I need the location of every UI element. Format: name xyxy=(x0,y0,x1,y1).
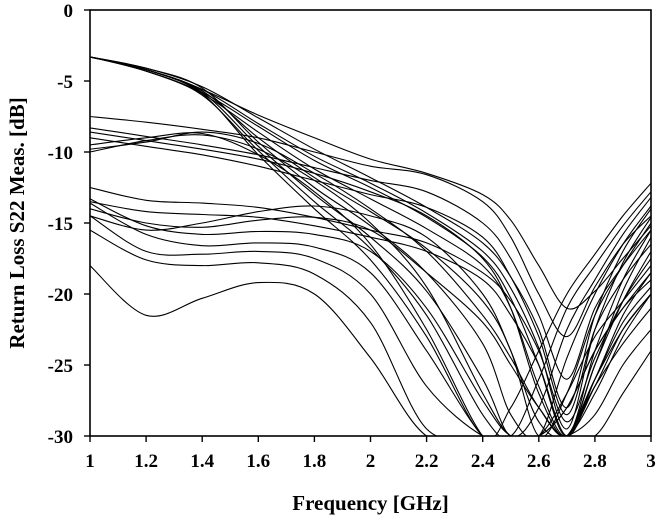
series-line-5 xyxy=(90,56,651,436)
series-line-11 xyxy=(90,127,651,380)
series-line-6 xyxy=(90,56,651,436)
y-tick-label: -25 xyxy=(48,356,73,377)
x-tick-label: 1.4 xyxy=(190,451,214,472)
series-line-9 xyxy=(90,56,651,436)
series-line-21 xyxy=(90,215,651,436)
series-line-26 xyxy=(90,205,651,436)
series-line-25 xyxy=(90,131,651,436)
x-tick-label: 2.4 xyxy=(471,451,495,472)
axis-ticks xyxy=(84,9,652,442)
series-line-24 xyxy=(90,56,651,310)
x-tick-label: 1.6 xyxy=(246,451,270,472)
series-line-20 xyxy=(90,202,651,436)
x-tick-label: 1 xyxy=(85,451,95,472)
x-axis-title: Frequency [GHz] xyxy=(292,491,449,515)
y-tick-label: -20 xyxy=(48,285,73,306)
x-tick-label: 2.6 xyxy=(527,451,551,472)
x-tick-label: 3 xyxy=(646,451,656,472)
x-tick-label: 2.8 xyxy=(583,451,607,472)
series-curves xyxy=(90,56,651,436)
y-tick-label: -15 xyxy=(48,214,73,235)
y-tick-label: -10 xyxy=(48,143,73,164)
series-line-19 xyxy=(90,198,651,436)
x-tick-label: 2.2 xyxy=(415,451,439,472)
axis-tick-labels: 1 1.2 1.4 1.6 1.8 2 2.2 2.4 2.6 2.8 3 0 -5 -10 -15 -20 -… xyxy=(48,1,656,472)
y-axis-title: Return Loss S22 Meas. [dB] xyxy=(5,97,29,348)
series-line-17 xyxy=(90,201,651,436)
series-line-23 xyxy=(90,265,651,436)
series-line-10 xyxy=(90,115,651,338)
series-line-16 xyxy=(90,186,651,423)
x-tick-label: 1.2 xyxy=(134,451,158,472)
x-tick-label: 2 xyxy=(366,451,376,472)
y-tick-label: -30 xyxy=(48,427,73,448)
y-tick-label: -5 xyxy=(57,72,73,93)
series-line-8 xyxy=(90,56,651,436)
series-line-12 xyxy=(90,137,651,416)
x-tick-label: 1.8 xyxy=(303,451,327,472)
y-tick-label: 0 xyxy=(64,1,74,22)
series-line-7 xyxy=(90,56,651,436)
series-line-15 xyxy=(90,132,651,436)
series-line-2 xyxy=(90,56,651,430)
series-line-3 xyxy=(90,56,651,409)
